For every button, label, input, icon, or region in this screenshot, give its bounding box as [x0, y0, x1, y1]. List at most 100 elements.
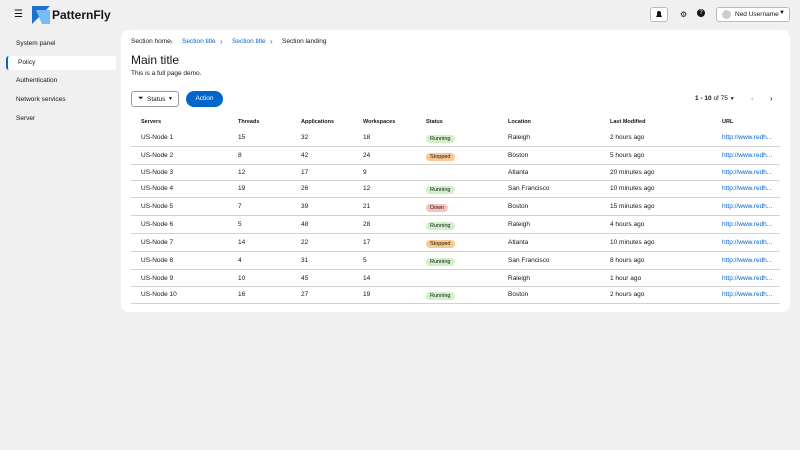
- row-divider: [131, 197, 780, 198]
- cell: 2 hours ago: [610, 134, 645, 141]
- nav-item[interactable]: Network services: [16, 96, 66, 104]
- nav-item[interactable]: System panel: [16, 40, 56, 47]
- status-badge: Stopped: [426, 153, 455, 161]
- column-header: Workspaces: [363, 119, 396, 125]
- row-divider: [131, 163, 780, 165]
- logo-icon: [32, 6, 50, 24]
- brand: PatternFly: [52, 8, 111, 22]
- status-filter[interactable]: ⏷ Status ▼: [131, 91, 179, 107]
- cell: 32: [301, 134, 309, 141]
- prev-page[interactable]: ‹: [751, 94, 754, 103]
- menu-toggle[interactable]: ☰: [14, 9, 23, 20]
- row-divider: [131, 215, 780, 216]
- cell: 1 hour ago: [610, 275, 642, 282]
- cell: 4: [238, 257, 242, 264]
- next-page[interactable]: ›: [770, 94, 773, 103]
- url-link[interactable]: http://www.redh...: [722, 291, 773, 298]
- breadcrumb-item[interactable]: Section home: [131, 38, 171, 45]
- cell: US-Node 6: [141, 221, 174, 228]
- url-link[interactable]: http://www.redh...: [722, 134, 773, 141]
- cell: US-Node 2: [141, 152, 174, 159]
- cell: 7: [238, 203, 242, 210]
- cell: Raleigh: [508, 221, 531, 228]
- cell: US-Node 1: [141, 134, 174, 141]
- row-divider: [131, 146, 780, 147]
- status-badge: Running: [426, 292, 455, 300]
- cell: 48: [301, 221, 309, 228]
- cell: US-Node 3: [141, 169, 174, 176]
- breadcrumb-item[interactable]: Section title: [232, 38, 266, 45]
- cell: 39: [301, 203, 309, 210]
- settings[interactable]: ⚙: [680, 10, 688, 19]
- cell: 10 minutes ago: [610, 185, 655, 192]
- caret: ▼: [779, 10, 785, 16]
- cell: 21: [363, 203, 371, 210]
- cell: US-Node 10: [141, 291, 177, 298]
- breadcrumb-item[interactable]: Section title: [182, 38, 216, 45]
- status-badge: Running: [426, 258, 455, 266]
- filter-label: Status: [147, 96, 166, 103]
- breadcrumb-separator: ›: [270, 37, 273, 46]
- nav-item[interactable]: Policy: [6, 55, 116, 70]
- notifications[interactable]: [650, 7, 668, 22]
- cell: 22: [301, 239, 309, 246]
- cell: Boston: [508, 291, 529, 298]
- main-card: [121, 30, 790, 312]
- cell: 4 hours ago: [610, 221, 645, 228]
- cell: 14: [238, 239, 246, 246]
- url-link[interactable]: http://www.redh...: [722, 257, 773, 264]
- cell: 42: [301, 152, 309, 159]
- cell: 9: [363, 169, 367, 176]
- cell: Atlanta: [508, 169, 529, 176]
- url-link[interactable]: http://www.redh...: [722, 152, 773, 159]
- cell: 18: [363, 134, 371, 141]
- cell: Boston: [508, 152, 529, 159]
- cell: 28: [363, 221, 371, 228]
- cell: 5 hours ago: [610, 152, 645, 159]
- row-divider: [131, 269, 780, 270]
- cell: 15: [238, 134, 246, 141]
- filter-icon: ⏷: [138, 95, 144, 102]
- pagination-total: of 75: [713, 95, 728, 102]
- nav-item[interactable]: Server: [16, 114, 36, 122]
- caret: ▼: [168, 96, 173, 102]
- row-divider: [131, 180, 780, 181]
- cell: 2 hours ago: [610, 291, 645, 298]
- cell: 10: [238, 275, 246, 282]
- cell: 45: [301, 275, 309, 282]
- url-link[interactable]: http://www.redh...: [722, 239, 773, 246]
- user-menu[interactable]: Ned Username ▼: [716, 7, 790, 22]
- cell: US-Node 4: [141, 185, 174, 192]
- nav-item[interactable]: Authentication: [16, 77, 58, 85]
- cell: 19: [363, 291, 371, 298]
- column-header: URL: [722, 119, 734, 125]
- cell: Boston: [508, 203, 529, 210]
- cell: 12: [363, 185, 371, 192]
- cell: 20 minutes ago: [610, 169, 655, 176]
- cell: 17: [363, 239, 371, 246]
- url-link[interactable]: http://www.redh...: [722, 221, 773, 228]
- cell: 27: [301, 291, 309, 298]
- url-link[interactable]: http://www.redh...: [722, 203, 773, 210]
- column-header: Threads: [238, 119, 260, 125]
- cell: San Francisco: [508, 185, 550, 192]
- url-link[interactable]: http://www.redh...: [722, 275, 773, 282]
- url-link[interactable]: http://www.redh...: [722, 169, 773, 176]
- url-link[interactable]: http://www.redh...: [722, 185, 773, 192]
- user-name: Ned Username: [735, 11, 779, 18]
- cell: Raleigh: [508, 134, 531, 141]
- cell: 16: [238, 291, 246, 298]
- breadcrumb-item: Section landing: [282, 38, 327, 45]
- action-button[interactable]: Action: [186, 91, 223, 107]
- status-badge: Down: [426, 204, 449, 212]
- pagination[interactable]: 1 - 10 of 75 ▼: [695, 95, 735, 102]
- help[interactable]: ?: [697, 9, 705, 17]
- cell: 8 hours ago: [610, 257, 645, 264]
- cell: 12: [238, 169, 246, 176]
- status-badge: Running: [426, 135, 455, 143]
- cell: US-Node 7: [141, 239, 174, 246]
- column-header: Status: [426, 119, 443, 125]
- column-header: Last Modified: [610, 119, 646, 125]
- breadcrumb-separator: ›: [220, 37, 223, 46]
- cell: 5: [363, 257, 367, 264]
